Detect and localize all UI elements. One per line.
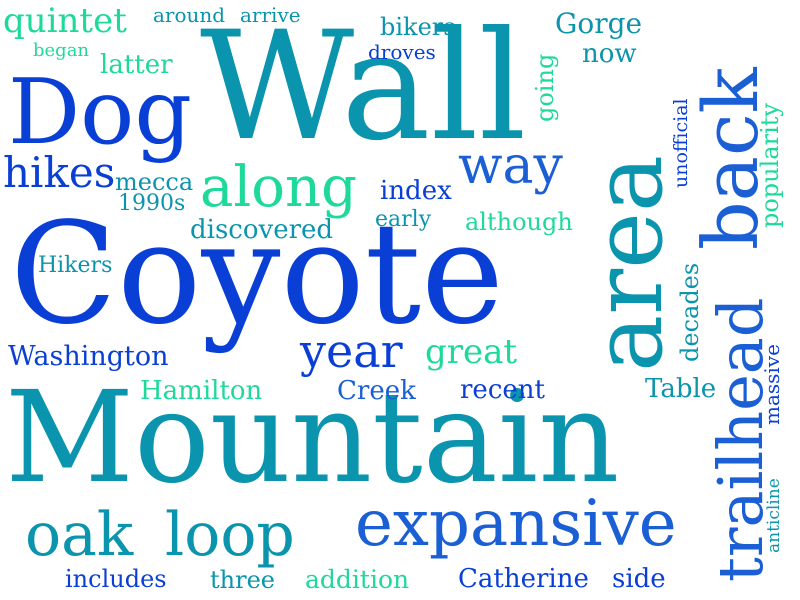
word-arrive: arrive xyxy=(240,3,301,27)
word-index: index xyxy=(380,176,452,206)
word-discovered: discovered xyxy=(190,215,334,245)
word-decades: decades xyxy=(676,262,704,362)
word-creek: Creek xyxy=(337,376,416,406)
word-hamilton: Hamilton xyxy=(140,376,263,406)
word-area: area xyxy=(572,154,684,372)
word-dog: Dog xyxy=(8,60,192,165)
word-hikes: hikes xyxy=(3,148,116,197)
word-loop: loop xyxy=(165,500,295,570)
word-gorge: Gorge xyxy=(555,7,643,40)
word-hikers: Hikers xyxy=(38,253,113,278)
word-going: going xyxy=(531,53,559,122)
word-coyote: Coyote xyxy=(10,193,504,356)
word-1990s: 1990s xyxy=(118,191,186,216)
word-recent: recent xyxy=(460,375,545,405)
word-mountain: Mountain xyxy=(5,364,620,511)
word-mecca: mecca xyxy=(115,168,194,196)
word-now: now xyxy=(582,39,637,69)
word-popularity: popularity xyxy=(756,103,784,228)
word-along: along xyxy=(200,155,357,220)
word-great: great xyxy=(425,332,518,372)
word-oak: oak xyxy=(25,500,134,570)
word-quintet: quintet xyxy=(3,1,127,41)
word-wall: Wall xyxy=(200,0,527,174)
word-anticline: anticline xyxy=(764,478,784,553)
word-washington: Washington xyxy=(8,341,169,372)
word-addition: addition xyxy=(305,565,410,594)
word-expansive: expansive xyxy=(355,487,677,561)
word-massive: massive xyxy=(760,344,784,425)
word-catherine: Catherine xyxy=(458,564,589,594)
word-way: way xyxy=(458,136,563,196)
word-year: year xyxy=(300,324,403,378)
word-table: Table xyxy=(645,374,717,404)
word-droves: droves xyxy=(368,40,436,64)
word-trailhead: trailhead xyxy=(704,297,777,582)
word-latter: latter xyxy=(100,50,173,80)
word-side: side xyxy=(612,564,666,594)
word-around: around xyxy=(153,3,226,27)
word-although: although xyxy=(465,208,573,236)
word-early: early xyxy=(375,207,432,232)
word-includes: includes xyxy=(65,565,167,593)
word-three: three xyxy=(210,566,275,594)
word-began: began xyxy=(33,40,90,61)
word-bikers: bikers xyxy=(380,13,456,41)
word-unofficial: unofficial xyxy=(670,98,692,188)
